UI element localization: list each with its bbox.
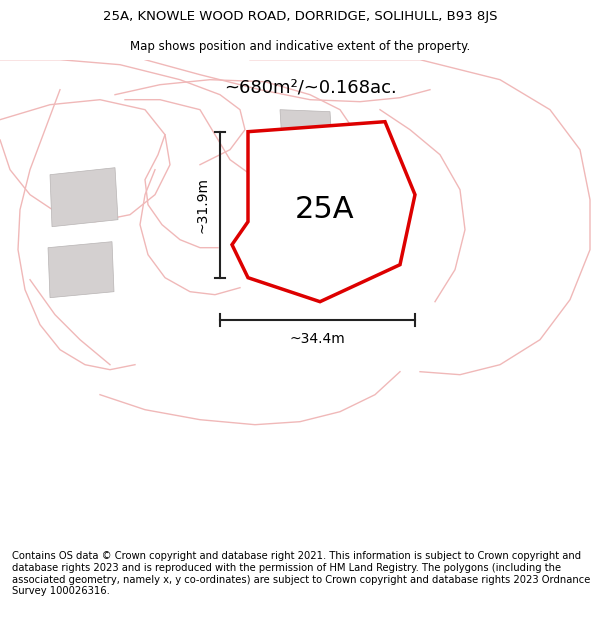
Polygon shape xyxy=(280,110,332,144)
Polygon shape xyxy=(50,168,118,227)
Text: Contains OS data © Crown copyright and database right 2021. This information is : Contains OS data © Crown copyright and d… xyxy=(12,551,590,596)
Polygon shape xyxy=(270,182,332,247)
Text: ~31.9m: ~31.9m xyxy=(196,177,210,232)
Text: 25A: 25A xyxy=(295,195,355,224)
Polygon shape xyxy=(232,122,415,302)
Text: 25A, KNOWLE WOOD ROAD, DORRIDGE, SOLIHULL, B93 8JS: 25A, KNOWLE WOOD ROAD, DORRIDGE, SOLIHUL… xyxy=(103,10,497,23)
Polygon shape xyxy=(48,242,114,298)
Text: ~34.4m: ~34.4m xyxy=(290,332,346,346)
Text: Map shows position and indicative extent of the property.: Map shows position and indicative extent… xyxy=(130,40,470,52)
Text: ~680m²/~0.168ac.: ~680m²/~0.168ac. xyxy=(224,79,397,97)
